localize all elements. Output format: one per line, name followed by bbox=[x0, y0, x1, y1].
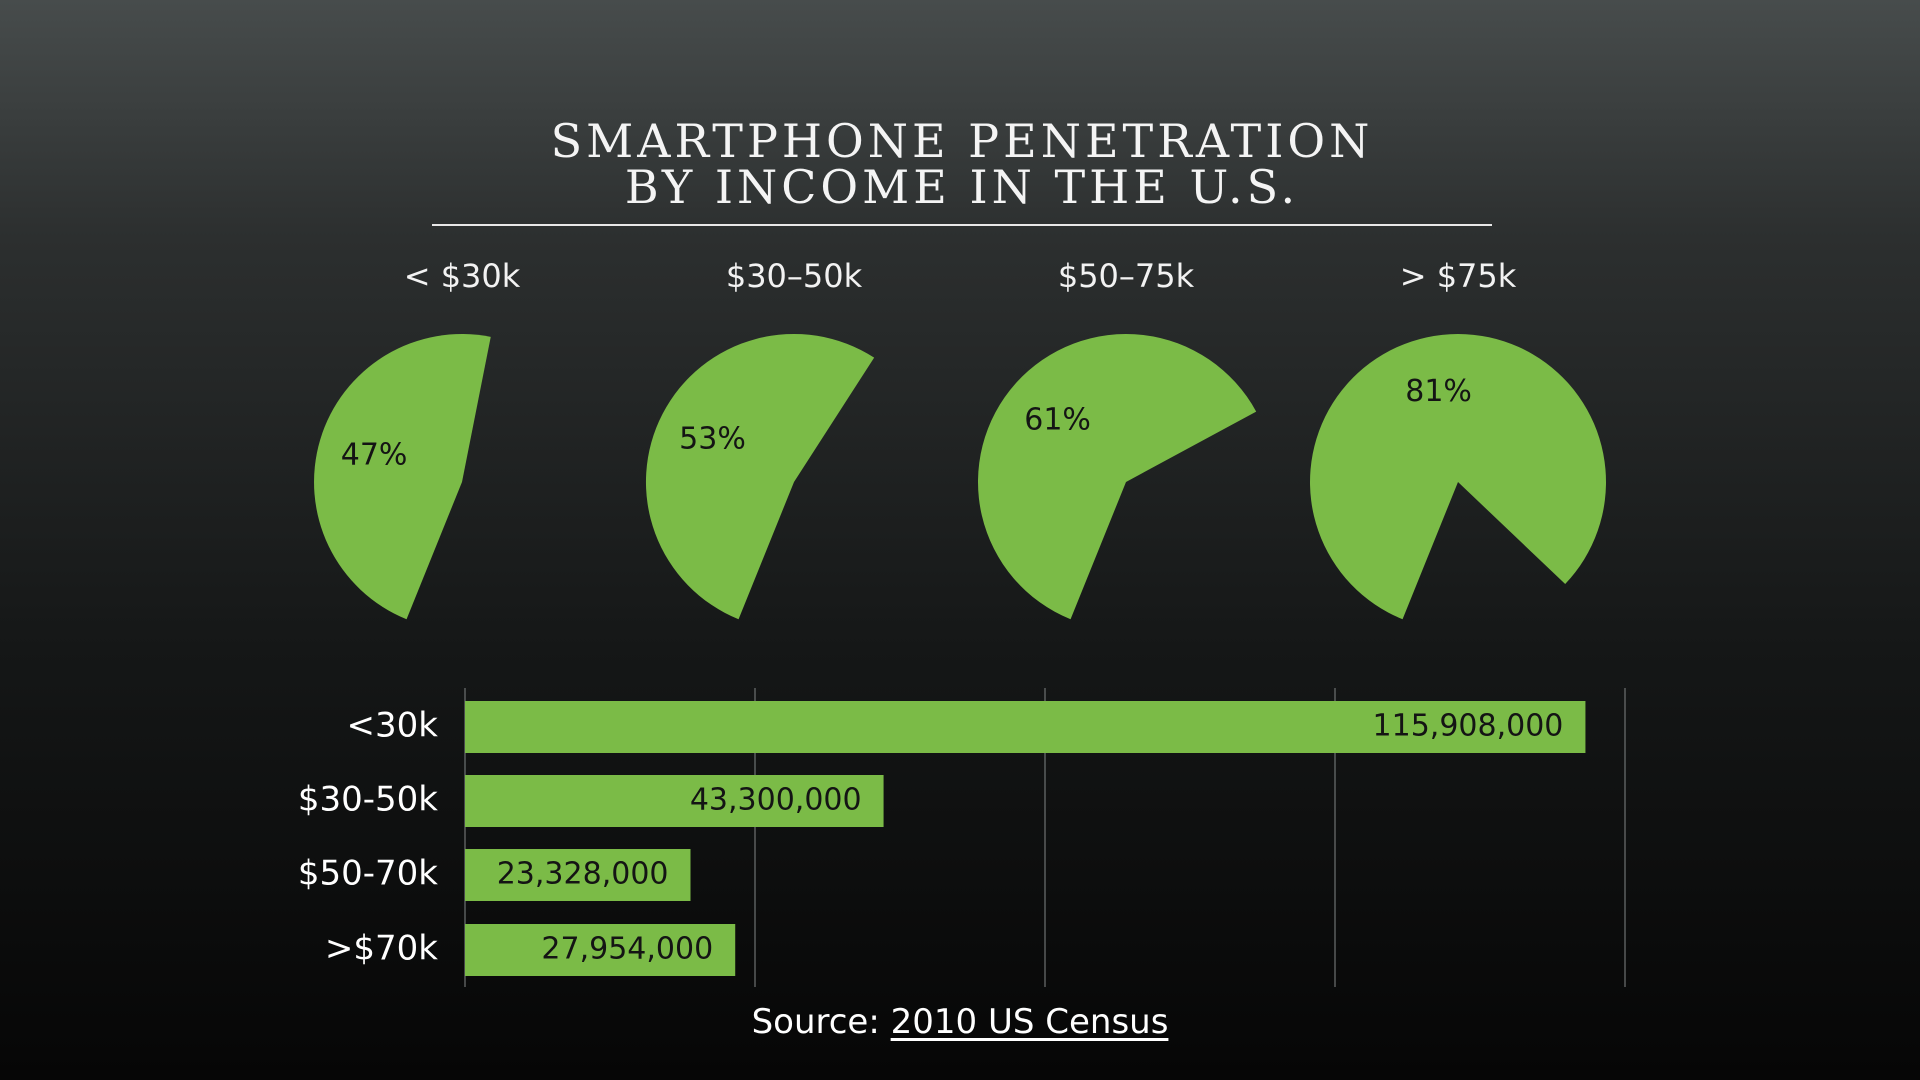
bar-category-label: $30-50k bbox=[298, 780, 438, 820]
pie-category-label: < $30k bbox=[403, 257, 521, 295]
bar-category-label: <30k bbox=[347, 706, 439, 746]
bar bbox=[465, 701, 1586, 753]
bar-value-label: 23,328,000 bbox=[497, 857, 669, 892]
bar-category-label: $50-70k bbox=[298, 854, 438, 894]
chart-title: SMARTPHONE PENETRATION BY INCOME IN THE … bbox=[432, 118, 1492, 210]
bar bbox=[465, 924, 736, 976]
pie-value-label: 53% bbox=[679, 421, 746, 456]
bar bbox=[465, 775, 884, 827]
pie-slice bbox=[314, 334, 491, 620]
pie-slice bbox=[1310, 333, 1607, 620]
source-note: Source: 2010 US Census bbox=[0, 998, 1920, 1046]
chart-title-line-2: BY INCOME IN THE U.S. bbox=[624, 160, 1300, 214]
pie-category-label: > $75k bbox=[1399, 257, 1517, 295]
pie-value-label: 61% bbox=[1024, 402, 1091, 437]
bar bbox=[465, 849, 691, 901]
bar-category-label: >$70k bbox=[325, 929, 438, 969]
pie-slice bbox=[645, 333, 875, 620]
pie-category-label: $30–50k bbox=[725, 257, 863, 295]
bar-value-label: 115,908,000 bbox=[1373, 709, 1564, 744]
pie-value-label: 47% bbox=[341, 437, 408, 472]
title-divider bbox=[432, 224, 1492, 226]
chart-title-line-1: SMARTPHONE PENETRATION bbox=[550, 114, 1374, 168]
source-link[interactable]: 2010 US Census bbox=[890, 1002, 1169, 1042]
source-prefix: Source: bbox=[751, 1002, 891, 1042]
pie-category-label: $50–75k bbox=[1057, 257, 1195, 295]
pie-value-label: 81% bbox=[1405, 374, 1472, 409]
pie-slice bbox=[977, 333, 1257, 620]
bar-value-label: 27,954,000 bbox=[541, 932, 713, 967]
bar-value-label: 43,300,000 bbox=[690, 783, 862, 818]
